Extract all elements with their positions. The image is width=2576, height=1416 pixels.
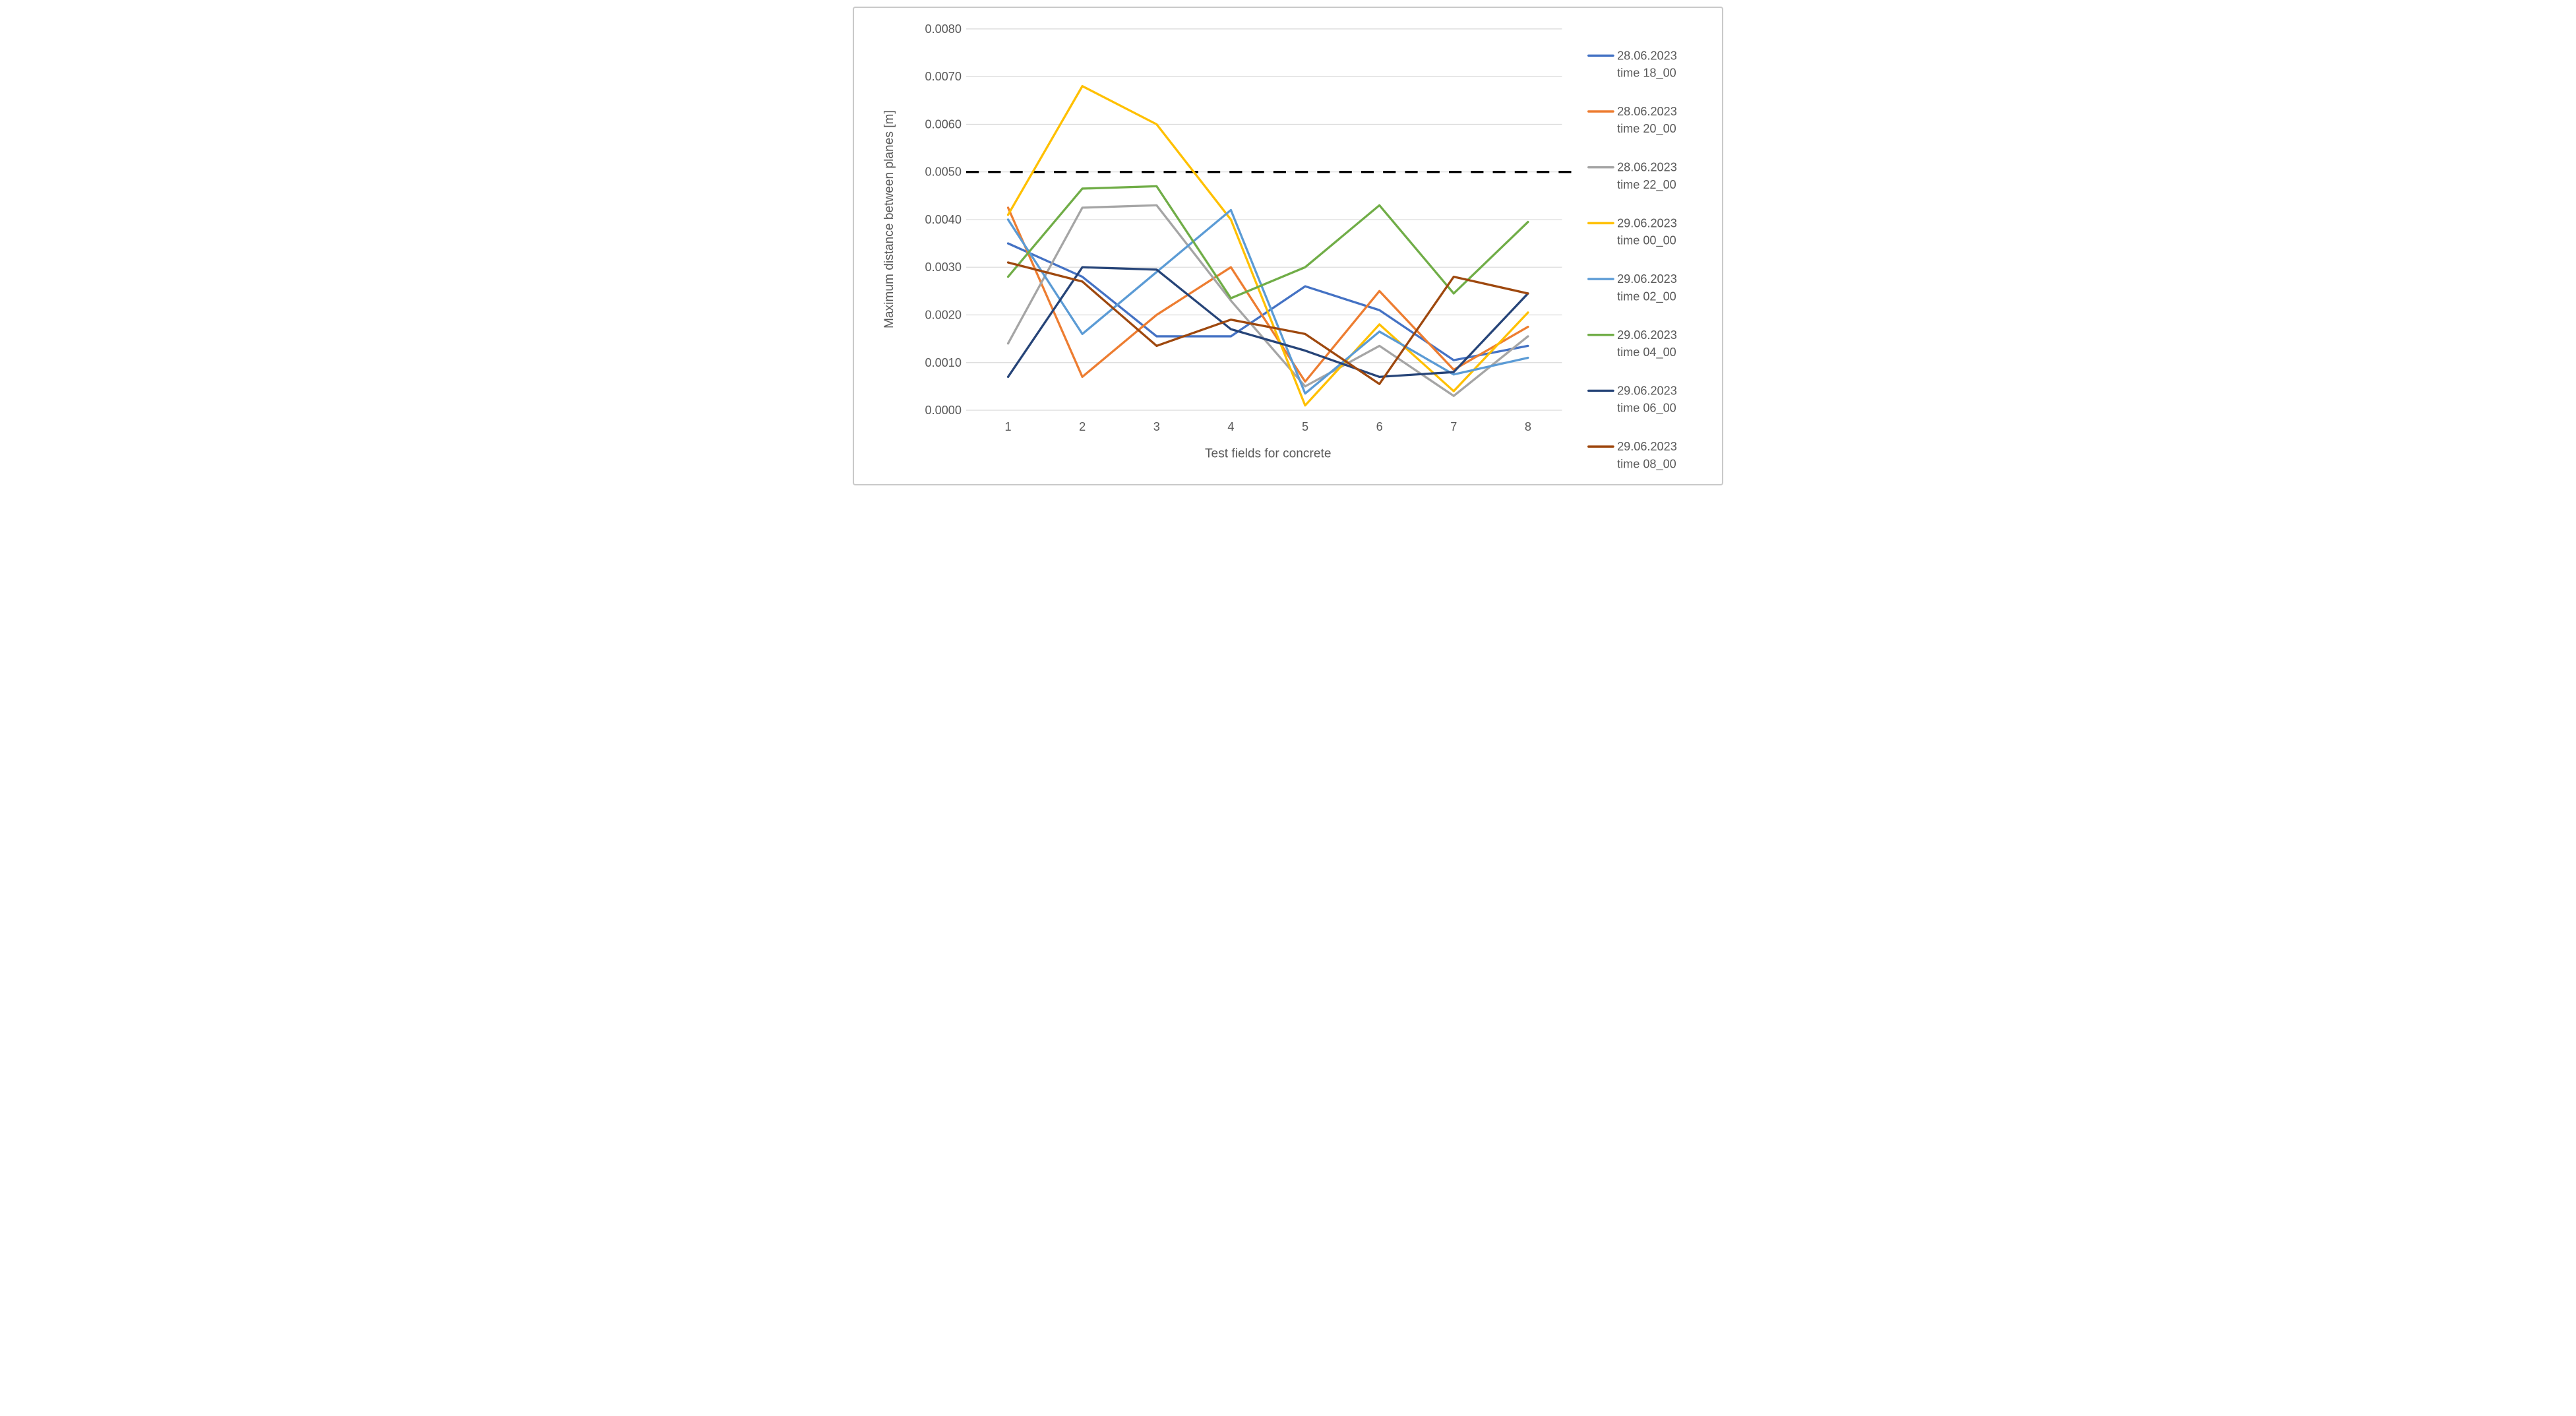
series-line-4 [1006,84,1529,407]
legend-item-label: 29.06.2023 [1617,384,1677,397]
line-chart: 0.0000 0.0010 0.0020 0.0030 0.0040 0.0050 0.00… [882,22,1677,471]
legend-item-label: time 18_00 [1617,67,1676,80]
legend-item-label: time 20_00 [1617,122,1676,136]
x-tick-label: 7 [1450,420,1457,433]
series-line-5 [1006,208,1529,395]
legend: 28.06.2023 time 18_00 28.06.2023 time 20_00… [1587,49,1677,471]
x-tick-label: 3 [1153,420,1160,433]
legend-item-label: time 04_00 [1617,346,1676,359]
series-line-7 [1006,266,1529,379]
legend-item-label: time 02_00 [1617,290,1676,303]
y-tick-label: 0.0080 [925,22,962,36]
y-tick-label: 0.0040 [925,213,962,226]
legend-item-label: 29.06.2023 [1617,440,1677,453]
y-tick-label: 0.0020 [925,309,962,322]
legend-item-label: time 00_00 [1617,234,1676,248]
x-tick-label: 5 [1302,420,1308,433]
x-tick-label: 4 [1227,420,1234,433]
y-tick-label: 0.0070 [925,70,962,83]
series-line-2 [1006,206,1529,383]
y-tick-label: 0.0060 [925,117,962,131]
legend-item-label: 28.06.2023 [1617,161,1677,174]
series-line-8 [1006,261,1529,385]
y-axis-title: Maximum distance between planes [m] [882,110,896,328]
x-tick-label: 2 [1079,420,1086,433]
x-axis-title: Test fields for concrete [1205,447,1332,461]
chart-frame: 0.0000 0.0010 0.0020 0.0030 0.0040 0.0050 0.00… [853,7,1723,485]
legend-item-label: time 22_00 [1617,178,1676,192]
series-line-3 [1006,204,1529,397]
y-tick-label: 0.0010 [925,356,962,369]
series-line-6 [1006,185,1529,299]
x-tick-label: 6 [1376,420,1383,433]
legend-item-label: 28.06.2023 [1617,105,1677,118]
y-tick-label: 0.0050 [925,166,962,179]
plot-area: 0.0000 0.0010 0.0020 0.0030 0.0040 0.0050 0.00… [925,22,1574,433]
legend-item-label: 29.06.2023 [1617,272,1677,286]
y-tick-label: 0.0000 [925,404,962,417]
x-tick-label: 1 [1004,420,1011,433]
legend-item-label: 29.06.2023 [1617,328,1677,342]
legend-item-label: time 06_00 [1617,402,1676,416]
legend-item-label: time 08_00 [1617,457,1676,471]
x-tick-label: 8 [1525,420,1531,433]
legend-item-label: 29.06.2023 [1617,216,1677,230]
y-tick-label: 0.0030 [925,261,962,274]
legend-item-label: 28.06.2023 [1617,49,1677,62]
